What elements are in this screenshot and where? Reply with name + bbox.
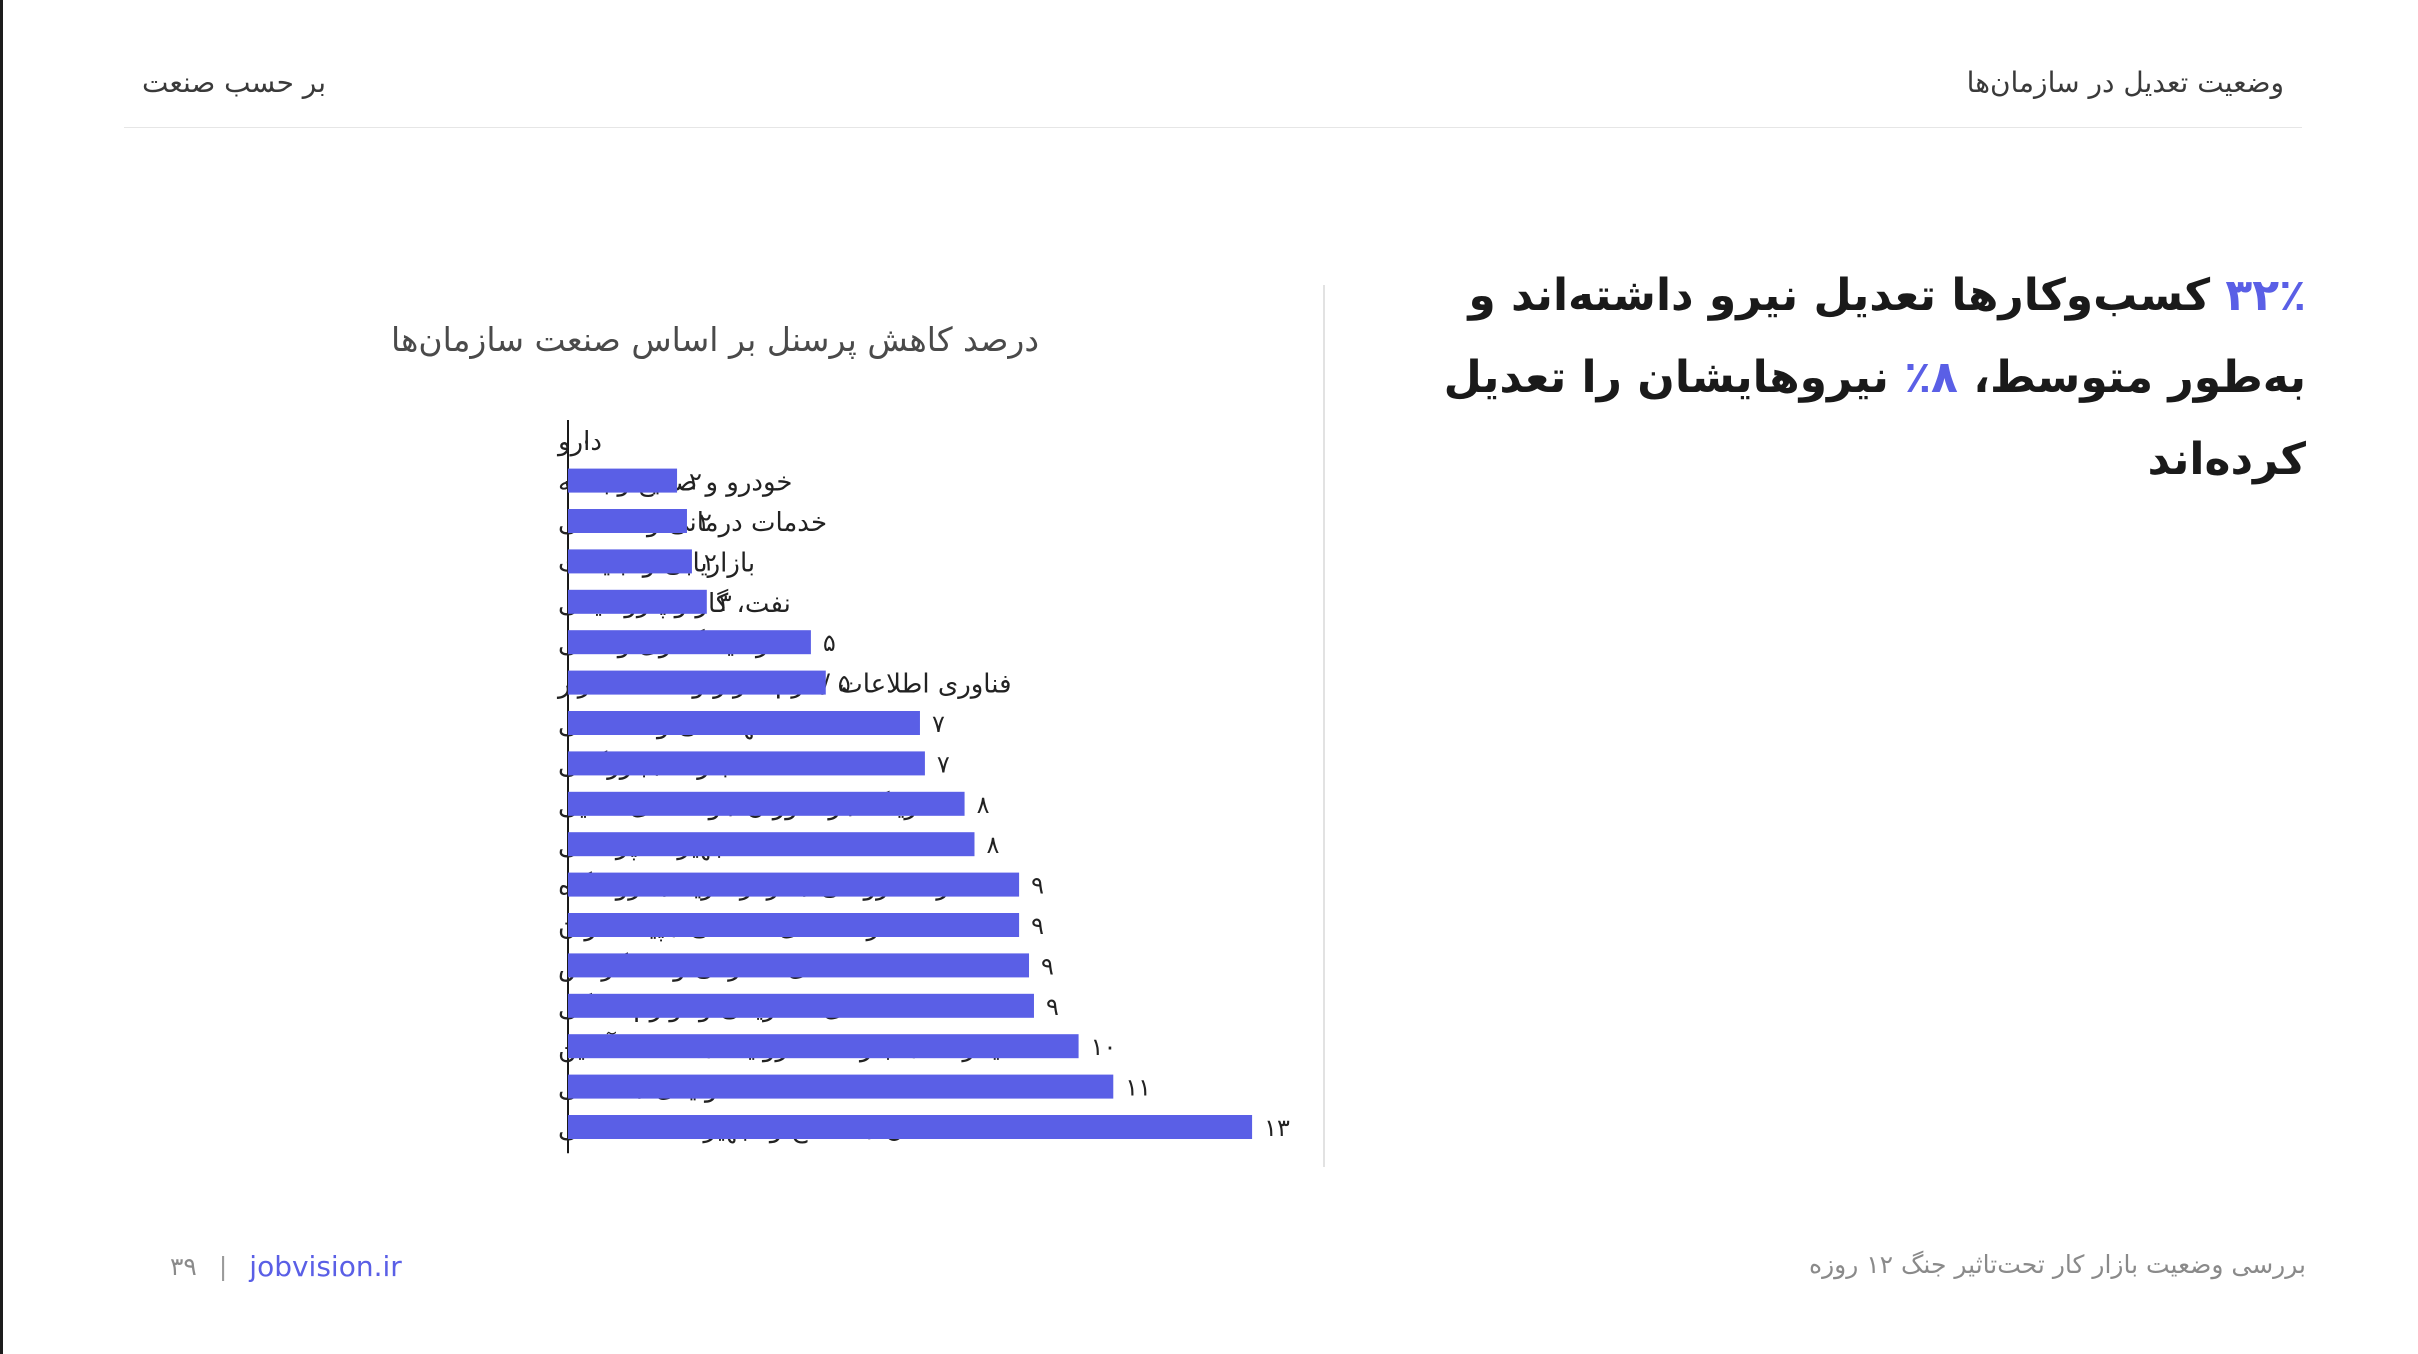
headline-percent-2: ۸٪ [1904,352,1958,403]
website-link[interactable]: jobvision.ir [249,1250,402,1283]
data-label: ۵ [838,670,851,698]
bar [568,589,707,614]
bar [568,1074,1114,1099]
bar [568,468,678,493]
data-label: ۷ [932,710,945,738]
data-label: ۲ [689,468,702,496]
headline-text-1: کسب‌وکارها تعدیل نیرو داشته‌اند و به‌طور… [1468,270,2306,403]
category-label: دارو [556,427,602,457]
data-label: ۹ [1041,952,1054,980]
headline-text-2: نیروهایشان را تعدیل کرده‌اند [1443,352,2306,485]
data-label: ۸ [977,791,990,819]
data-label: ۹ [1031,872,1044,900]
headline-percent-1: ۳۲٪ [2225,270,2306,321]
data-label: ۲ [704,548,717,576]
section-divider [1323,285,1325,1167]
bar [568,913,1020,937]
bar [568,832,975,857]
data-label: ۱۳ [1264,1114,1290,1142]
bar [568,711,920,735]
bar [568,791,965,816]
data-label: ۳ [719,589,732,617]
header-divider [124,127,2302,128]
page-edge-rule [0,0,3,1354]
bar [568,670,826,695]
data-label: ۱۰ [1091,1033,1117,1061]
bar [568,549,692,574]
data-label: ۱۱ [1125,1074,1151,1102]
bar [568,872,1020,897]
bar [568,953,1030,978]
footer-separator: | [218,1252,228,1281]
data-label: ۰ [580,427,593,455]
page-number: ۳۹ [170,1252,197,1281]
headline: ۳۲٪ کسب‌وکارها تعدیل نیرو داشته‌اند و به… [1366,255,2306,501]
bar [568,751,925,776]
bar [568,1115,1253,1139]
bar [568,993,1034,1018]
data-label: ۸ [986,831,999,859]
data-label: ۹ [1031,912,1044,940]
header-subtitle: بر حسب صنعت [142,66,327,99]
bar [568,1034,1079,1059]
footer-meta: ۳۹ | jobvision.ir [170,1250,402,1283]
bar [568,509,687,533]
chart-title: درصد کاهش پرسنل بر اساس صنعت سازمان‌ها [390,320,1040,359]
data-label: ۵ [823,629,836,657]
data-label: ۹ [1046,993,1059,1021]
data-label: ۲ [699,508,712,536]
bar [568,630,811,655]
footer-report-title: بررسی وضعیت بازار کار تحت‌تاثیر جنگ ۱۲ ر… [1808,1250,2306,1279]
data-label: ۷ [937,750,950,778]
header-title: وضعیت تعدیل در سازمان‌ها [1966,66,2284,99]
